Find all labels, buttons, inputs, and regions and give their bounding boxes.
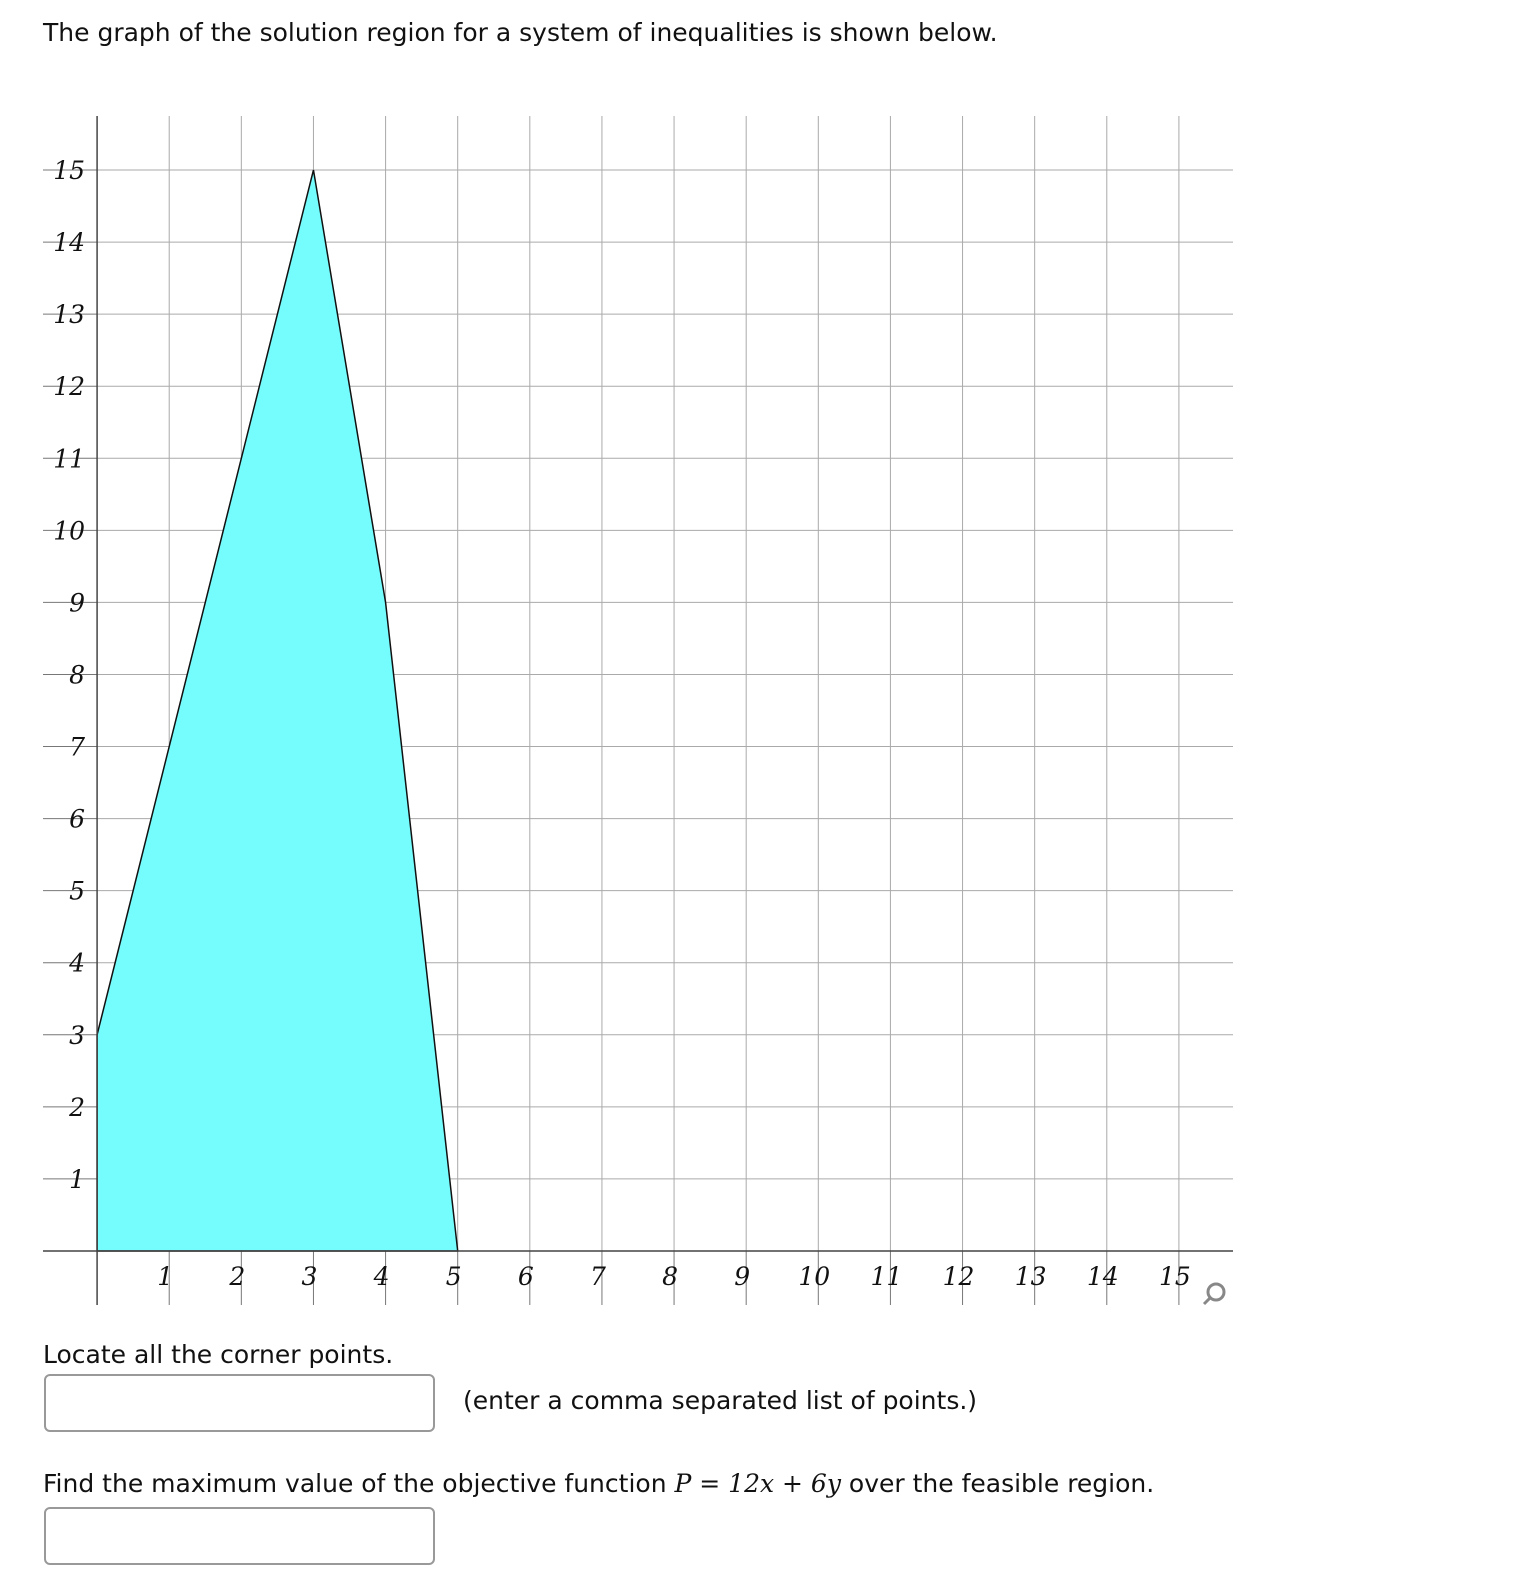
hint: (enter a comma separated list of points.… [463, 1386, 978, 1415]
x-tick-label: 9 [734, 1262, 750, 1291]
solution-region [96, 169, 459, 1252]
x-tick-label: 14 [1087, 1262, 1119, 1291]
x-tick-label: 12 [943, 1262, 975, 1291]
x-tick-label: 8 [662, 1262, 678, 1291]
y-tick-label: 15 [53, 156, 85, 185]
question: Locate all the corner points. [43, 1340, 394, 1369]
y-tick-label: 12 [53, 372, 85, 401]
y-tick-label: 9 [69, 588, 85, 617]
objective-function: P = 12x + 6y [674, 1469, 841, 1498]
x-tick-label: 3 [302, 1262, 318, 1291]
y-tick-label: 11 [53, 444, 85, 473]
y-tick-label: 3 [69, 1021, 85, 1050]
answer-input[interactable] [44, 1374, 435, 1432]
y-tick-label: 4 [68, 949, 85, 978]
question-text: Find the maximum value of the objective … [43, 1469, 667, 1498]
x-tick-label: 10 [798, 1262, 830, 1291]
y-tick-label: 10 [53, 516, 85, 545]
y-tick-label: 13 [53, 300, 85, 329]
x-tick-label: 4 [373, 1262, 390, 1291]
y-tick-label: 1 [69, 1165, 85, 1194]
x-tick-label: 1 [157, 1262, 173, 1291]
y-tick-label: 14 [53, 228, 85, 257]
y-tick-label: 5 [69, 877, 85, 906]
question: Find the maximum value of the objective … [43, 1469, 1154, 1498]
x-tick-label: 11 [871, 1262, 903, 1291]
graph: 1 2 3 4 5 6 7 8 9 10 11 12 13 14 151234567891011121314… [43, 116, 1233, 1306]
x-tick-label: 7 [590, 1262, 606, 1291]
answer-input[interactable] [44, 1507, 435, 1565]
y-tick-label: 8 [69, 660, 85, 689]
intro: The graph of the solution region for a s… [43, 18, 998, 47]
zoom-icon[interactable] [1202, 1282, 1226, 1306]
x-tick-label: 15 [1159, 1262, 1191, 1291]
x-tick-label: 5 [446, 1262, 462, 1291]
question-text: over the feasible region. [848, 1469, 1155, 1498]
y-tick-label: 2 [68, 1093, 85, 1122]
x-tick-label: 13 [1015, 1262, 1047, 1291]
x-tick-label: 2 [228, 1262, 245, 1291]
y-tick-label: 6 [69, 805, 85, 834]
y-tick-label: 7 [69, 733, 85, 762]
x-tick-label: 6 [518, 1262, 534, 1291]
